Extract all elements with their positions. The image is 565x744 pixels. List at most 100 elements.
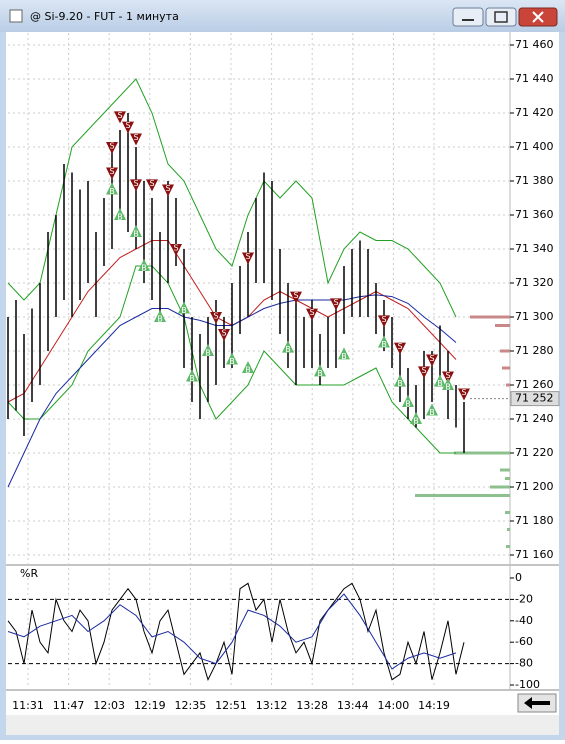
maximize-icon [494, 11, 508, 23]
signal-label: S [397, 342, 402, 351]
sell-signal [170, 244, 182, 256]
x-tick-label: 11:47 [53, 699, 85, 712]
signal-label: S [173, 244, 178, 253]
signal-label: B [189, 374, 195, 383]
minimize-button[interactable] [452, 7, 484, 27]
buy-signal [114, 208, 126, 220]
x-tick-label: 12:03 [93, 699, 125, 712]
profile-bar [505, 511, 510, 514]
signal-label: B [133, 230, 139, 239]
signal-label: S [125, 121, 130, 130]
scrollbar[interactable] [6, 715, 559, 735]
signal-label: S [117, 111, 122, 120]
signal-label: S [429, 354, 434, 363]
signal-label: B [245, 366, 251, 375]
y-tick-label: 71 320 [515, 276, 554, 289]
profile-bar [506, 545, 510, 548]
sell-signal [426, 354, 438, 367]
profile-bar [454, 451, 510, 455]
x-tick-label: 11:31 [12, 699, 44, 712]
signal-label: B [341, 352, 347, 361]
buy-signal [282, 340, 294, 353]
profile-bar [500, 468, 510, 472]
buy-signal [226, 352, 238, 365]
buy-signal [338, 347, 350, 360]
profile-bar [490, 485, 510, 489]
sell-signal [378, 315, 390, 328]
signal-label: S [381, 315, 386, 324]
sell-signal [394, 342, 406, 355]
signal-label: S [213, 312, 218, 321]
buy-signal [138, 259, 150, 271]
chart-area [6, 32, 559, 715]
y-tick-label: 71 420 [515, 106, 554, 119]
signal-label: B [141, 264, 147, 273]
signal-label: B [205, 349, 211, 358]
signal-label: S [309, 308, 314, 317]
y-tick-label: 71 240 [515, 412, 554, 425]
signal-label: B [381, 340, 387, 349]
buy-signal [242, 361, 254, 373]
signal-label: S [109, 142, 114, 151]
sell-signal [218, 329, 230, 341]
signal-label: B [405, 400, 411, 409]
signal-label: S [245, 252, 250, 261]
signal-label: B [317, 369, 323, 378]
sell-signal [106, 167, 118, 180]
signal-label: S [149, 179, 154, 188]
oscillator-line [7, 582, 465, 682]
y-tick-label: -100 [515, 678, 540, 691]
window-title: @ Si-9.20 - FUT - 1 минута [30, 10, 179, 23]
buy-signal [178, 301, 190, 314]
signal-label: B [117, 213, 123, 222]
sell-signal [114, 111, 126, 124]
sell-signal [418, 366, 430, 379]
x-tick-label: 14:19 [418, 699, 450, 712]
sell-signal [290, 291, 302, 304]
y-tick-label: 0 [515, 571, 522, 584]
close-icon [532, 11, 544, 23]
y-tick-label: -40 [515, 614, 533, 627]
y-tick-label: -20 [515, 592, 533, 605]
profile-bar [505, 477, 510, 480]
buy-signal [130, 225, 142, 237]
profile-bar [506, 383, 510, 387]
y-tick-label: -60 [515, 635, 533, 648]
maximize-button[interactable] [485, 7, 517, 27]
sell-signal [130, 179, 142, 192]
signal-label: B [397, 379, 403, 388]
profile-bar [507, 528, 510, 531]
buy-signal [154, 310, 166, 322]
y-tick-label: 71 300 [515, 310, 554, 323]
profile-bar [470, 315, 510, 319]
signal-label: B [157, 315, 163, 324]
buy-signal [410, 412, 422, 424]
profile-bar [415, 494, 510, 497]
sell-signal [130, 133, 142, 146]
last-price-label: 71 252 [515, 392, 554, 405]
profile-bar [502, 366, 510, 370]
x-tick-label: 12:51 [215, 699, 247, 712]
sell-signal [106, 142, 118, 154]
last-price-box [510, 391, 560, 407]
buy-signal [106, 182, 118, 195]
y-tick-label: 71 380 [515, 174, 554, 187]
y-tick-label: -80 [515, 657, 533, 670]
x-tick-label: 12:19 [134, 699, 166, 712]
indicator-line [7, 265, 456, 454]
buy-signal [202, 344, 214, 356]
buy-signal [378, 335, 390, 348]
buy-signal [434, 374, 446, 387]
x-tick-label: 13:12 [256, 699, 288, 712]
sell-signal [122, 121, 134, 134]
signal-label: S [165, 184, 170, 193]
scroll-arrow [524, 697, 550, 709]
y-tick-label: 71 280 [515, 344, 554, 357]
x-tick-label: 12:35 [175, 699, 207, 712]
signal-label: S [133, 179, 138, 188]
profile-bar [495, 324, 510, 327]
y-tick-label: 71 180 [515, 514, 554, 527]
sell-signal [306, 308, 318, 321]
signal-label: B [229, 357, 235, 366]
indicator-line [7, 78, 457, 318]
